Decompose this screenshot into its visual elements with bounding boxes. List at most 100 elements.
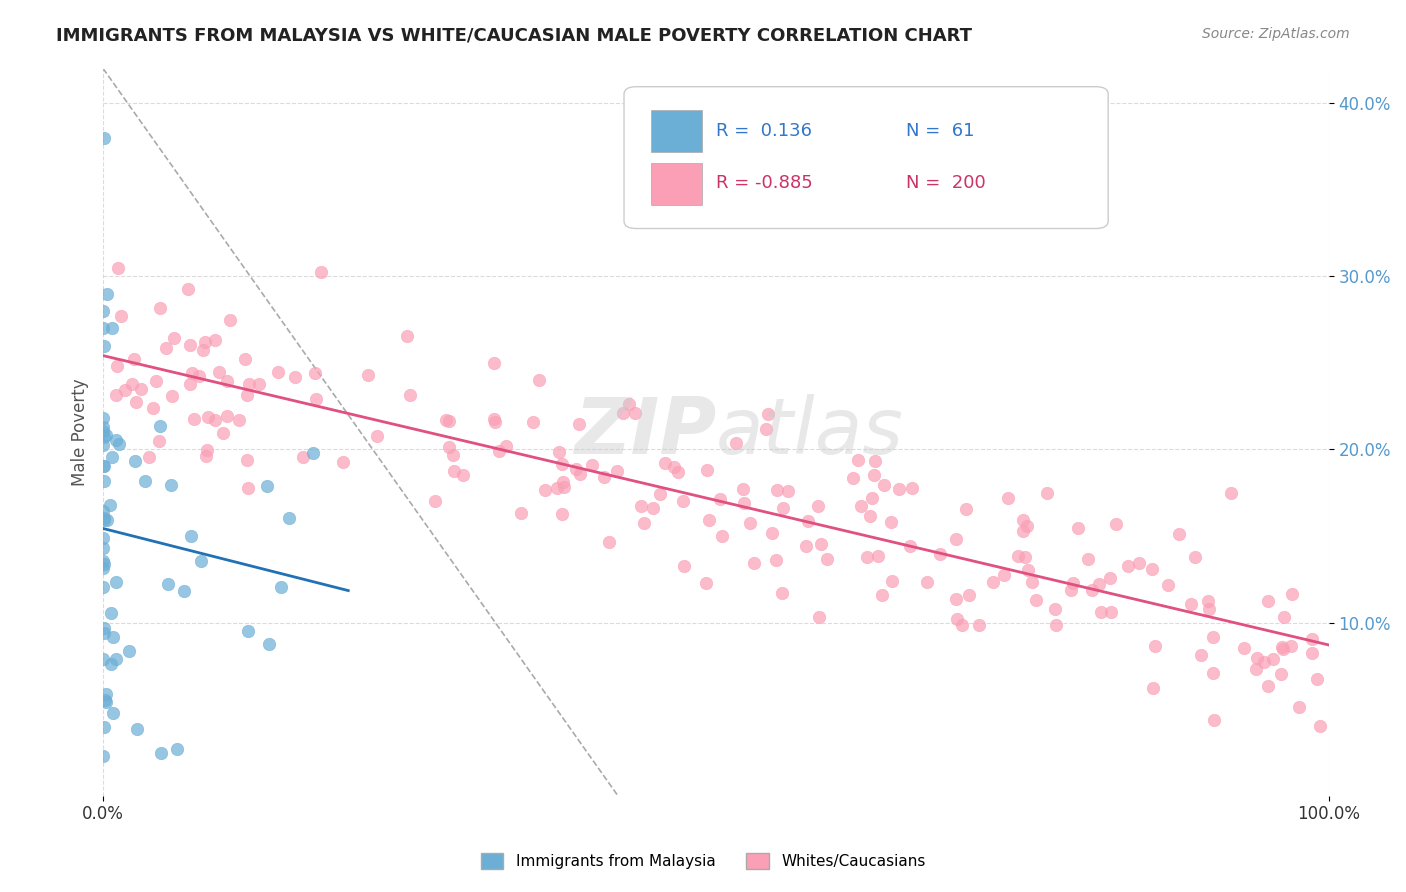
Point [1301, 646, 1323, 660]
Point [195, 443, 218, 458]
Point [1105, 517, 1128, 532]
Point [91, 420, 114, 434]
Point [1025, 593, 1047, 607]
Point [772, 500, 794, 515]
Point [654, 456, 676, 470]
Point [212, 426, 235, 441]
Point [309, 265, 332, 279]
Point [755, 422, 778, 436]
Point [1180, 597, 1202, 611]
Point [284, 369, 307, 384]
Point [107, 260, 129, 275]
Point [548, 444, 571, 458]
Point [91, 554, 114, 568]
Point [1062, 575, 1084, 590]
Point [93, 621, 115, 635]
Point [105, 433, 128, 447]
Point [870, 588, 893, 602]
Point [495, 439, 517, 453]
Point [733, 482, 755, 496]
Point [197, 410, 219, 425]
Point [134, 474, 156, 488]
Point [100, 606, 122, 620]
Point [887, 482, 910, 496]
Text: atlas: atlas [716, 394, 904, 470]
Point [228, 413, 250, 427]
Point [395, 328, 418, 343]
Point [215, 375, 238, 389]
Point [855, 550, 877, 565]
Point [1202, 665, 1225, 680]
Point [98, 498, 121, 512]
Point [91, 304, 114, 318]
Point [1202, 630, 1225, 644]
Point [91, 438, 114, 452]
Point [194, 334, 217, 349]
Point [451, 468, 474, 483]
Point [110, 310, 132, 324]
Point [551, 457, 574, 471]
Point [1309, 719, 1331, 733]
Point [91, 748, 114, 763]
Point [121, 376, 143, 391]
Point [662, 459, 685, 474]
Point [93, 513, 115, 527]
Point [93, 130, 115, 145]
Point [332, 455, 354, 469]
Point [967, 617, 990, 632]
Point [96, 428, 118, 442]
Point [278, 511, 301, 525]
Point [218, 312, 240, 326]
Point [1272, 641, 1295, 656]
Point [756, 408, 779, 422]
Point [765, 553, 787, 567]
Point [304, 392, 326, 406]
Point [509, 506, 531, 520]
Point [1014, 550, 1036, 565]
Point [1281, 586, 1303, 600]
Point [672, 494, 695, 508]
Point [709, 492, 731, 507]
Point [437, 414, 460, 428]
Point [624, 406, 647, 420]
Point [551, 507, 574, 521]
Point [546, 481, 568, 495]
Point [91, 504, 114, 518]
Point [124, 395, 146, 409]
Point [957, 588, 980, 602]
Point [96, 513, 118, 527]
Point [484, 356, 506, 370]
Point [304, 366, 326, 380]
Point [156, 577, 179, 591]
Point [1257, 679, 1279, 693]
Point [91, 652, 114, 666]
Point [1219, 485, 1241, 500]
Point [866, 549, 889, 563]
Point [94, 695, 117, 709]
Point [100, 450, 122, 465]
Point [114, 383, 136, 397]
Point [208, 365, 231, 379]
Point [901, 481, 924, 495]
Point [1045, 618, 1067, 632]
Point [91, 541, 114, 556]
Point [1279, 640, 1302, 654]
Point [160, 389, 183, 403]
Point [695, 576, 717, 591]
Point [149, 419, 172, 434]
Point [1142, 681, 1164, 696]
Point [1036, 486, 1059, 500]
Point [1306, 672, 1329, 686]
Point [569, 467, 592, 481]
Point [100, 321, 122, 335]
Point [105, 359, 128, 374]
Point [849, 499, 872, 513]
Point [1288, 700, 1310, 714]
Point [101, 630, 124, 644]
Point [1090, 605, 1112, 619]
Point [950, 618, 973, 632]
Point [96, 286, 118, 301]
Point [1257, 594, 1279, 608]
Point [1015, 519, 1038, 533]
Point [101, 706, 124, 720]
